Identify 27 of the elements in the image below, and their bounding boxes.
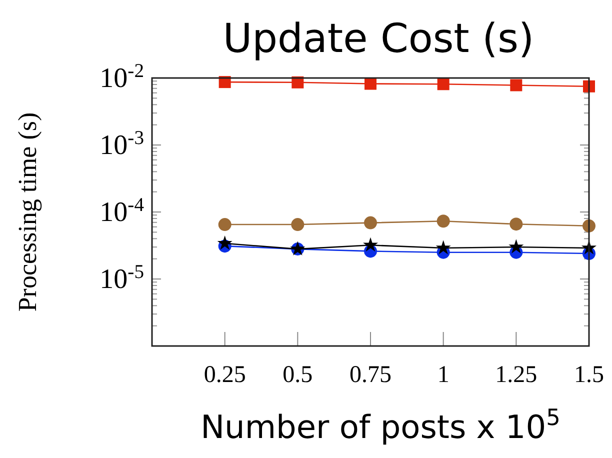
point <box>582 219 596 232</box>
point <box>364 216 377 230</box>
x-tick-label: 0.5 <box>282 362 313 388</box>
point <box>364 78 376 90</box>
x-tick-label: 1.5 <box>574 362 604 388</box>
x-tick-label: 0.25 <box>204 362 246 388</box>
x-tick-label: 1 <box>437 362 450 388</box>
point <box>217 235 232 250</box>
point <box>436 214 450 228</box>
y-axis-title: Processing time (s) <box>13 112 42 312</box>
y-tick-label: 10$^{-3}$ <box>100 128 144 161</box>
point <box>510 218 523 231</box>
y-tick-label: 10$^{-4}$ <box>100 194 144 228</box>
point <box>218 218 232 232</box>
point <box>291 218 304 232</box>
point <box>436 240 451 254</box>
x-tick-label: 1.25 <box>495 362 538 388</box>
point <box>583 80 595 92</box>
point <box>510 79 522 92</box>
point <box>362 237 378 252</box>
y-tick-label: 10$^{-2}$ <box>100 60 144 94</box>
chart-title: Update Cost (s) <box>222 16 534 62</box>
point <box>437 78 450 90</box>
x-tick-label: 0.75 <box>350 362 392 388</box>
y-tick-label: 10$^{-5}$ <box>100 262 144 295</box>
x-axis-title: Number of posts x 10$^{5}$ <box>200 405 560 446</box>
point <box>508 239 524 254</box>
